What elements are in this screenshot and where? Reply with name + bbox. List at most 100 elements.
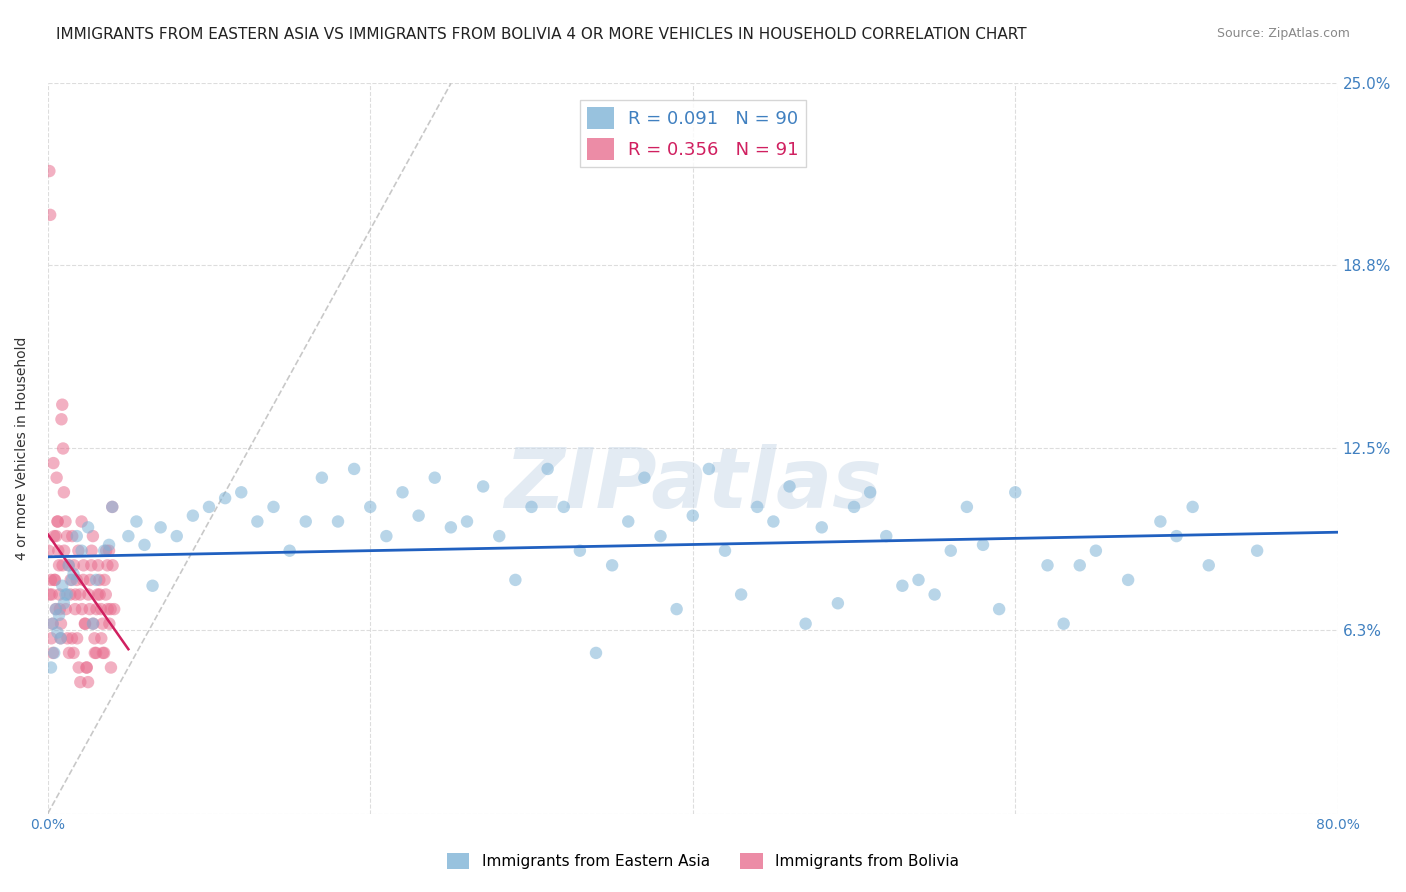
Point: [89, 573, 111, 587]
Point: [58, 558, 80, 573]
Point: [568, 543, 591, 558]
Point: [45, 602, 67, 616]
Point: [650, 529, 672, 543]
Point: [49, 602, 72, 616]
Point: [972, 538, 994, 552]
Point: [617, 515, 640, 529]
Legend: R = 0.091   N = 90, R = 0.356   N = 91: R = 0.091 N = 90, R = 0.356 N = 91: [579, 100, 806, 168]
Point: [246, 515, 269, 529]
Point: [46, 515, 69, 529]
Legend: Immigrants from Eastern Asia, Immigrants from Bolivia: Immigrants from Eastern Asia, Immigrants…: [440, 847, 966, 875]
Point: [1052, 616, 1074, 631]
Point: [56, 529, 79, 543]
Point: [762, 515, 785, 529]
Point: [38, 543, 60, 558]
Point: [125, 515, 148, 529]
Point: [45, 529, 67, 543]
Point: [117, 529, 139, 543]
Point: [51, 398, 73, 412]
Text: Source: ZipAtlas.com: Source: ZipAtlas.com: [1216, 27, 1350, 40]
Point: [41, 587, 63, 601]
Point: [60, 632, 83, 646]
Point: [44, 529, 66, 543]
Point: [39, 632, 62, 646]
Point: [97, 602, 120, 616]
Point: [714, 543, 737, 558]
Point: [198, 500, 221, 514]
Point: [103, 602, 125, 616]
Point: [82, 616, 104, 631]
Point: [46, 515, 69, 529]
Point: [56, 632, 79, 646]
Point: [82, 616, 104, 631]
Point: [72, 558, 94, 573]
Point: [51, 579, 73, 593]
Point: [70, 602, 93, 616]
Point: [1149, 515, 1171, 529]
Point: [38, 164, 60, 178]
Point: [94, 587, 117, 601]
Point: [41, 616, 63, 631]
Point: [231, 485, 253, 500]
Point: [1116, 573, 1139, 587]
Point: [90, 602, 112, 616]
Point: [42, 456, 65, 470]
Point: [79, 573, 101, 587]
Point: [72, 573, 94, 587]
Point: [52, 558, 75, 573]
Point: [46, 625, 69, 640]
Point: [39, 660, 62, 674]
Point: [52, 596, 75, 610]
Point: [45, 471, 67, 485]
Point: [391, 485, 413, 500]
Point: [63, 602, 86, 616]
Point: [48, 607, 70, 622]
Point: [75, 660, 97, 674]
Point: [149, 520, 172, 534]
Point: [1069, 558, 1091, 573]
Point: [456, 515, 478, 529]
Point: [263, 500, 285, 514]
Point: [90, 632, 112, 646]
Point: [66, 573, 89, 587]
Point: [891, 579, 914, 593]
Point: [810, 520, 832, 534]
Point: [633, 471, 655, 485]
Point: [988, 602, 1011, 616]
Point: [48, 587, 70, 601]
Point: [49, 632, 72, 646]
Text: IMMIGRANTS FROM EASTERN ASIA VS IMMIGRANTS FROM BOLIVIA 4 OR MORE VEHICLES IN HO: IMMIGRANTS FROM EASTERN ASIA VS IMMIGRAN…: [56, 27, 1026, 42]
Text: ZIPatlas: ZIPatlas: [503, 444, 882, 525]
Point: [827, 596, 849, 610]
Point: [134, 538, 156, 552]
Point: [46, 543, 69, 558]
Point: [86, 602, 108, 616]
Point: [62, 567, 84, 582]
Point: [423, 471, 446, 485]
Point: [375, 529, 398, 543]
Point: [38, 587, 60, 601]
Point: [859, 485, 882, 500]
Point: [94, 543, 117, 558]
Point: [83, 646, 105, 660]
Point: [67, 543, 90, 558]
Point: [39, 573, 62, 587]
Point: [294, 515, 316, 529]
Point: [66, 632, 89, 646]
Point: [73, 616, 96, 631]
Point: [747, 500, 769, 514]
Point: [49, 632, 72, 646]
Point: [939, 543, 962, 558]
Point: [166, 529, 188, 543]
Point: [665, 602, 688, 616]
Point: [89, 587, 111, 601]
Point: [1004, 485, 1026, 500]
Point: [408, 508, 430, 523]
Point: [77, 520, 100, 534]
Point: [278, 543, 301, 558]
Point: [181, 508, 204, 523]
Point: [472, 479, 495, 493]
Point: [682, 508, 704, 523]
Point: [83, 632, 105, 646]
Point: [55, 515, 77, 529]
